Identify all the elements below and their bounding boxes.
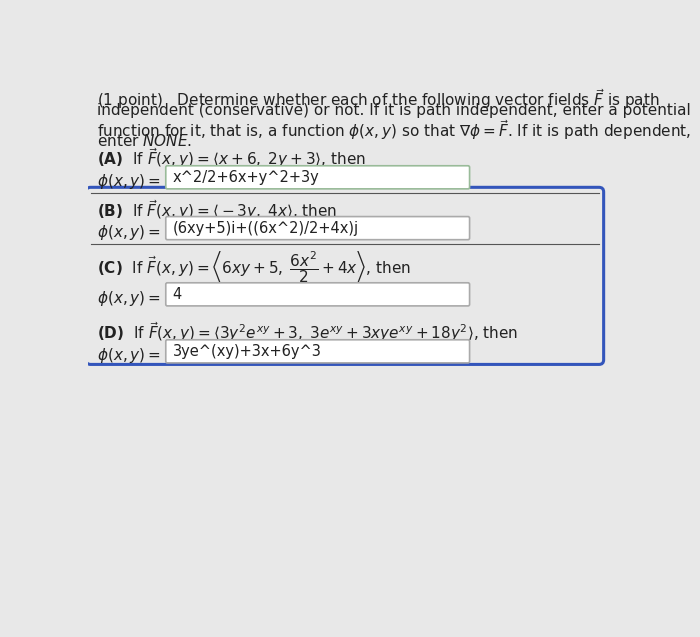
Text: $\phi(x, y) =$: $\phi(x, y) =$ bbox=[97, 346, 161, 365]
Text: enter $\mathit{NONE}$.: enter $\mathit{NONE}$. bbox=[97, 133, 192, 150]
Text: $\phi(x, y) =$: $\phi(x, y) =$ bbox=[97, 223, 161, 241]
Text: $\mathbf{(B)}$  If $\vec{F}(x, y) = \langle -3y,\; 4x\rangle$, then: $\mathbf{(B)}$ If $\vec{F}(x, y) = \lang… bbox=[97, 198, 337, 222]
Text: $\phi(x, y) =$: $\phi(x, y) =$ bbox=[97, 289, 161, 308]
FancyBboxPatch shape bbox=[166, 283, 470, 306]
Text: x^2/2+6x+y^2+3y: x^2/2+6x+y^2+3y bbox=[173, 170, 319, 185]
FancyBboxPatch shape bbox=[166, 217, 470, 240]
Text: independent (conservative) or not. If it is path independent, enter a potential: independent (conservative) or not. If it… bbox=[97, 103, 690, 118]
Text: function for it, that is, a function $\phi(x, y)$ so that $\nabla\phi = \vec{F}$: function for it, that is, a function $\p… bbox=[97, 118, 691, 142]
Text: 3ye^(xy)+3x+6y^3: 3ye^(xy)+3x+6y^3 bbox=[173, 344, 321, 359]
Text: $\mathbf{(C)}$  If $\vec{F}(x, y) = \left\langle 6xy + 5,\; \dfrac{6x^2}{2} + 4x: $\mathbf{(C)}$ If $\vec{F}(x, y) = \left… bbox=[97, 249, 411, 285]
FancyBboxPatch shape bbox=[166, 166, 470, 189]
Text: $\phi(x, y) =$: $\phi(x, y) =$ bbox=[97, 172, 161, 191]
Text: $\mathbf{(A)}$  If $\vec{F}(x, y) = \langle x + 6,\; 2y + 3\rangle$, then: $\mathbf{(A)}$ If $\vec{F}(x, y) = \lang… bbox=[97, 146, 365, 169]
Text: 4: 4 bbox=[173, 287, 182, 302]
Text: (6xy+5)i+((6x^2)/2+4x)j: (6xy+5)i+((6x^2)/2+4x)j bbox=[173, 220, 359, 236]
Text: (1 point)   Determine whether each of the following vector fields $\vec{F}$ is p: (1 point) Determine whether each of the … bbox=[97, 87, 659, 111]
Text: $\mathbf{(D)}$  If $\vec{F}(x, y) = \langle 3y^2 e^{xy} + 3,\; 3e^{xy} + 3xye^{x: $\mathbf{(D)}$ If $\vec{F}(x, y) = \lang… bbox=[97, 320, 518, 344]
FancyBboxPatch shape bbox=[166, 340, 470, 363]
